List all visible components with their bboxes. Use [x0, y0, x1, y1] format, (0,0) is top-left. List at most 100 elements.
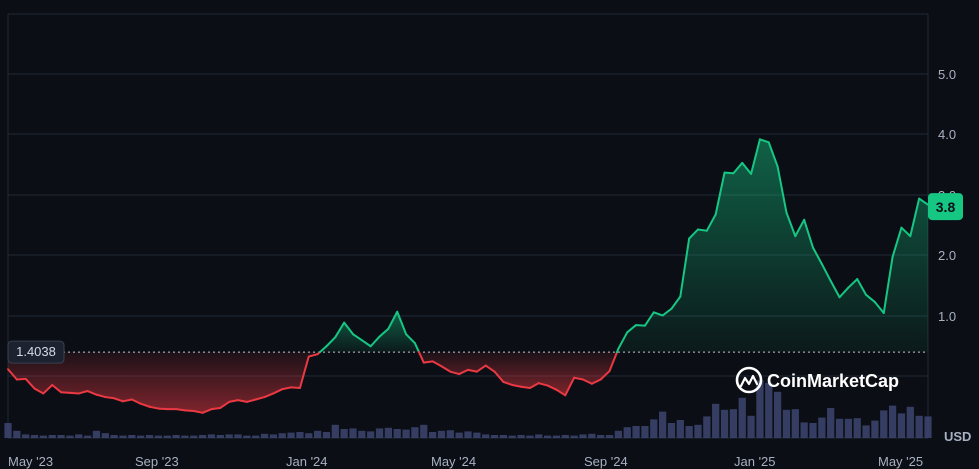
volume-bar-53: [473, 432, 481, 438]
series-segment-0: [7, 368, 18, 381]
series-segment-64: [573, 376, 584, 381]
volume-bar-90: [800, 422, 808, 438]
baseline-badge: [7, 340, 65, 364]
series-segment-98: [873, 301, 885, 314]
series-segment-92: [820, 262, 832, 282]
series-segment-67: [599, 370, 611, 381]
volume-bar-65: [579, 434, 587, 438]
volume-bar-78: [694, 424, 702, 438]
series-segment-91: [812, 246, 823, 265]
series-segment-53: [475, 364, 487, 373]
series-segment-90: [803, 218, 814, 249]
series-segment-76: [679, 237, 691, 298]
volume-bar-34: [305, 433, 313, 438]
series-segment-96: [856, 278, 868, 296]
y-tick-label-3: 4.0: [938, 127, 956, 142]
series-segment-88: [785, 211, 797, 238]
volume-bar-44: [393, 429, 401, 438]
series-segment-13: [122, 398, 133, 403]
series-segment-1: [15, 377, 27, 381]
volume-bar-30: [269, 434, 278, 438]
volume-bar-3: [30, 435, 39, 438]
volume-bar-71: [632, 426, 640, 438]
volume-bar-16: [145, 435, 154, 438]
volume-bar-63: [561, 435, 569, 438]
series-segment-82: [732, 161, 744, 175]
badge-layer: 1.4038 3.8: [7, 193, 963, 364]
volume-bar-20: [181, 435, 189, 438]
brand-layer: CoinMarketCap: [735, 366, 899, 394]
y-tick-label-1: 2.0: [938, 248, 956, 263]
volume-bar-9: [83, 435, 92, 438]
x-tick-label-3: May '24: [431, 454, 476, 469]
volume-bar-56: [499, 435, 508, 438]
series-segment-20: [183, 409, 195, 412]
series-segment-80: [714, 171, 726, 216]
series-segment-19: [175, 408, 186, 412]
series-segment-71: [635, 324, 646, 327]
x-tick-label-1: Sep '23: [135, 454, 179, 469]
volume-bar-67: [597, 435, 605, 438]
current-price-badge: [928, 193, 963, 221]
series-segment-52: [467, 368, 478, 373]
volume-bar-1: [13, 430, 21, 438]
series-segment-55: [493, 370, 505, 383]
volume-bar-21: [190, 435, 198, 438]
volume-bar-104: [924, 416, 932, 438]
volume-bar-26: [234, 434, 242, 438]
series-segment-30: [272, 388, 284, 395]
volume-bar-33: [296, 432, 304, 438]
volume-bar-14: [128, 435, 136, 438]
series-segment-32: [290, 386, 301, 389]
volume-bar-2: [22, 434, 30, 438]
area-below-0: [8, 352, 320, 413]
x-tick-label-2: Jan '24: [286, 454, 328, 469]
series-segment-37: [334, 321, 346, 339]
volume-bar-61: [543, 435, 552, 438]
area-layer: [8, 139, 928, 413]
volume-bar-75: [667, 423, 676, 438]
volume-bar-12: [110, 435, 118, 438]
volume-bar-42: [375, 428, 384, 438]
volume-bar-60: [535, 434, 543, 438]
volume-bar-76: [676, 420, 684, 438]
volume-bar-5: [48, 435, 56, 438]
volume-bar-41: [367, 431, 375, 438]
volume-bar-101: [897, 413, 906, 438]
volume-bar-86: [765, 382, 773, 438]
series-segment-8: [77, 390, 89, 395]
volume-bar-7: [66, 435, 74, 438]
volume-bar-8: [75, 434, 83, 438]
series-segment-102: [909, 197, 921, 238]
series-segment-46-a: [413, 342, 420, 354]
series-segment-86: [767, 141, 779, 168]
x-tick-label-0: May '23: [8, 454, 53, 469]
coinmarketcap-wave-icon: [739, 374, 759, 388]
series-segment-11: [104, 396, 116, 400]
series-segment-3: [33, 387, 45, 395]
series-segment-89: [794, 218, 806, 238]
volume-bar-38: [340, 429, 348, 438]
volume-bar-15: [137, 435, 145, 438]
series-segment-45: [405, 333, 416, 345]
series-segment-5: [51, 383, 63, 394]
x-tick-label-6: May '25: [878, 454, 923, 469]
volume-bar-23: [207, 434, 216, 438]
series-segment-36: [325, 336, 337, 348]
currency-label: USD: [944, 429, 971, 444]
volume-bar-84: [747, 415, 755, 438]
series-segment-44: [396, 310, 408, 336]
series-segment-56: [502, 380, 514, 386]
series-segment-2: [24, 377, 36, 390]
volume-bar-70: [623, 427, 631, 438]
volume-bar-46: [411, 427, 419, 438]
volume-bar-97: [862, 425, 870, 438]
volume-bar-62: [552, 435, 561, 438]
volume-bar-74: [658, 411, 667, 438]
series-segment-103: [918, 197, 929, 206]
volume-bar-59: [526, 435, 534, 438]
volume-bar-68: [605, 435, 614, 438]
volume-bar-82: [729, 409, 738, 438]
series-segment-63: [564, 376, 576, 397]
